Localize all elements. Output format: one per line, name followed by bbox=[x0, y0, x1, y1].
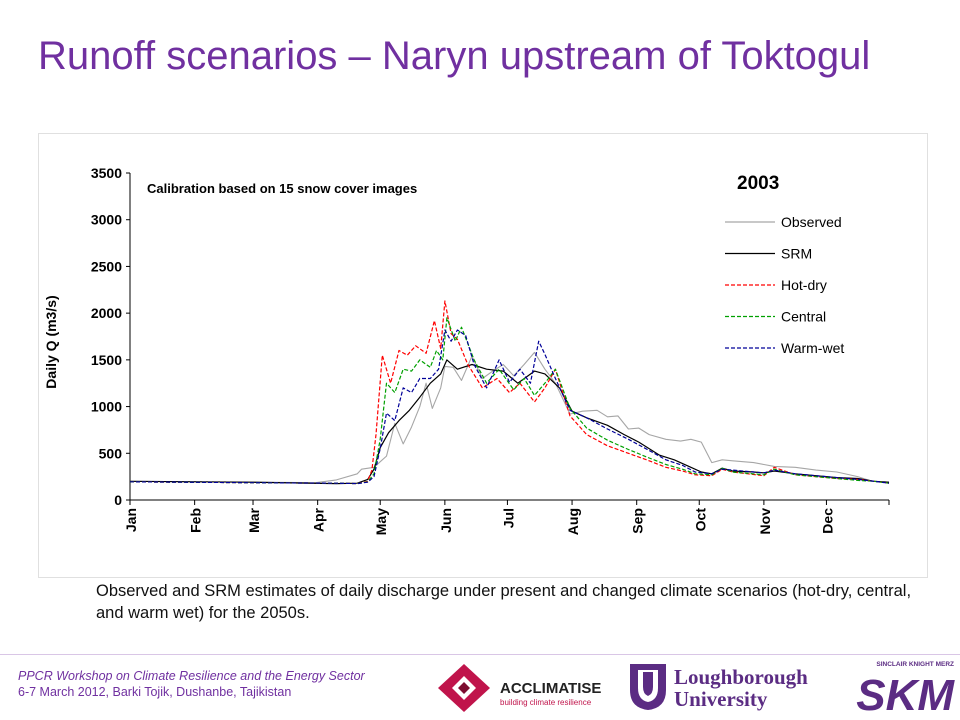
x-tick-label: Apr bbox=[311, 507, 327, 532]
acclimatise-tagline: building climate resilience bbox=[500, 698, 592, 707]
acclimatise-wordmark: ACCLIMATISE bbox=[500, 680, 601, 697]
legend-label: Hot-dry bbox=[781, 277, 827, 293]
y-tick-label: 1000 bbox=[91, 399, 122, 415]
footer-event: PPCR Workshop on Climate Resilience and … bbox=[18, 669, 365, 683]
x-tick-label: Mar bbox=[246, 507, 262, 532]
x-tick-label: Dec bbox=[819, 508, 835, 534]
footer-date-location: 6-7 March 2012, Barki Tojik, Dushanbe, T… bbox=[18, 685, 292, 699]
x-tick-label: Jul bbox=[500, 508, 516, 528]
x-tick-label: Sep bbox=[630, 508, 646, 534]
skm-wordmark: SKM bbox=[856, 671, 955, 716]
skm-tagline: SINCLAIR KNIGHT MERZ bbox=[876, 661, 954, 668]
y-tick-label: 3500 bbox=[91, 165, 122, 181]
x-tick-label: Nov bbox=[757, 508, 773, 535]
figure-caption: Observed and SRM estimates of daily disc… bbox=[96, 582, 912, 622]
y-tick-label: 2500 bbox=[91, 258, 122, 274]
legend-label: Central bbox=[781, 309, 826, 325]
series-line-central bbox=[129, 317, 890, 485]
x-tick-label: Jun bbox=[438, 508, 454, 533]
slide-title: Runoff scenarios – Naryn upstream of Tok… bbox=[38, 34, 871, 78]
discharge-chart: Calibration based on 15 snow cover image… bbox=[43, 165, 890, 535]
acclimatise-logo: ACCLIMATISE building climate resilience bbox=[438, 664, 601, 712]
x-tick-label: Feb bbox=[188, 508, 204, 533]
y-tick-label: 0 bbox=[114, 492, 122, 508]
chart-title: 2003 bbox=[737, 173, 779, 194]
x-tick-label: Jan bbox=[123, 508, 139, 532]
series-line-srm bbox=[129, 359, 890, 485]
loughborough-wordmark-line2: University bbox=[674, 687, 768, 711]
skm-logo: SINCLAIR KNIGHT MERZ SKM bbox=[856, 661, 955, 716]
x-tick-label: Aug bbox=[565, 508, 581, 535]
y-tick-label: 3000 bbox=[91, 212, 122, 228]
legend-label: SRM bbox=[781, 246, 812, 262]
chart-frame: Calibration based on 15 snow cover image… bbox=[38, 133, 928, 578]
series-line-observed bbox=[129, 351, 890, 484]
footer-divider bbox=[0, 654, 960, 655]
series-line-hot-dry bbox=[129, 300, 890, 485]
y-axis-label: Daily Q (m3/s) bbox=[43, 295, 59, 388]
footer-text: PPCR Workshop on Climate Resilience and … bbox=[18, 668, 365, 700]
series-line-warm-wet bbox=[129, 329, 890, 485]
x-tick-label: Oct bbox=[692, 508, 708, 532]
legend-label: Observed bbox=[781, 214, 842, 230]
legend-label: Warm-wet bbox=[781, 340, 844, 356]
x-tick-label: May bbox=[373, 508, 389, 535]
chart-annotation: Calibration based on 15 snow cover image… bbox=[147, 181, 417, 196]
loughborough-wordmark-line1: Loughborough bbox=[674, 665, 808, 689]
y-tick-label: 1500 bbox=[91, 352, 122, 368]
loughborough-logo: Loughborough University bbox=[630, 664, 808, 711]
y-tick-label: 2000 bbox=[91, 305, 122, 321]
y-tick-label: 500 bbox=[99, 445, 123, 461]
